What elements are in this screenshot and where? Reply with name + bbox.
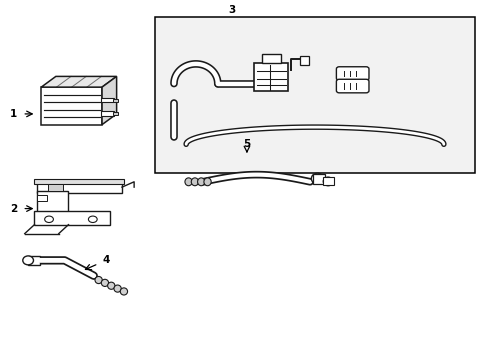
Bar [37,195,46,202]
Bar [101,98,114,103]
Polygon shape [41,76,116,87]
Polygon shape [102,76,116,125]
FancyBboxPatch shape [336,67,368,80]
Bar [28,256,40,265]
Text: 1: 1 [10,109,17,119]
Bar [34,179,124,184]
Ellipse shape [101,279,108,287]
Ellipse shape [323,177,332,186]
Bar [48,184,62,191]
Bar [323,177,333,185]
Ellipse shape [120,288,127,295]
Bar [312,174,324,184]
Text: 3: 3 [228,5,236,15]
Bar [154,18,474,173]
Bar [113,99,117,102]
Ellipse shape [203,178,211,186]
Bar [41,87,102,125]
Ellipse shape [191,178,198,186]
Bar [254,63,287,91]
Bar [261,54,281,63]
Ellipse shape [114,285,121,292]
Text: 5: 5 [243,139,250,149]
Bar [37,180,122,193]
Circle shape [88,216,97,222]
Ellipse shape [95,276,102,284]
FancyBboxPatch shape [336,79,368,93]
Ellipse shape [107,282,115,289]
Ellipse shape [23,256,33,265]
Bar [299,56,308,64]
Ellipse shape [184,178,192,186]
Circle shape [44,216,53,222]
Bar [101,111,114,116]
Bar [113,112,117,115]
Bar [34,211,110,225]
Text: 4: 4 [102,255,109,265]
Text: 2: 2 [10,203,17,213]
Bar [37,192,68,212]
Ellipse shape [311,173,323,184]
Ellipse shape [197,178,204,186]
